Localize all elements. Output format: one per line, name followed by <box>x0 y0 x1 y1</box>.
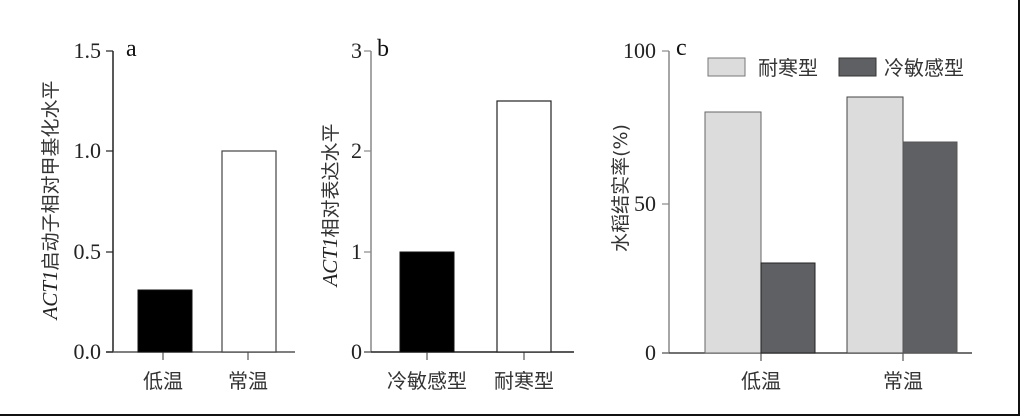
panel-c-ytick-2: 100 <box>623 38 656 63</box>
panel-b-category-cold-tolerant: 耐寒型 <box>494 369 554 393</box>
panel-b-bar-cold-sensitive <box>399 251 455 353</box>
panel-c-ytick-0: 0 <box>645 340 656 365</box>
panel-b-ytick-2: 2 <box>351 138 362 163</box>
panel-a-ytick-3: 1.5 <box>74 38 102 63</box>
panel-a-y-title: ACT1启动子相对甲基化水平 <box>38 80 62 321</box>
panel-a-bar-normal-temp <box>221 150 277 353</box>
panel-c-bar-normal-temp-cold-tolerant <box>846 96 904 354</box>
panel-b-ytick-0: 0 <box>351 339 362 364</box>
panel-c-ytick-1: 50 <box>634 191 656 216</box>
panel-a: 0.0 0.5 1.0 1.5 低温 常温 a ACT1启动子相对甲基化水平 <box>38 36 295 393</box>
panel-b-letter: b <box>377 36 389 62</box>
legend-swatch-cold-tolerant <box>707 57 746 77</box>
panel-c-category-normal-temp: 常温 <box>883 369 923 393</box>
panel-c-bar-low-temp-cold-sensitive <box>760 262 816 354</box>
panel-a-category-normal-temp: 常温 <box>228 369 268 393</box>
panel-c-letter: c <box>676 35 687 61</box>
panel-b-bar-cold-tolerant <box>496 100 552 353</box>
legend-swatch-cold-sensitive <box>838 57 877 77</box>
panel-c: 0 50 100 低温 常温 c 水稻结实率(%) 耐寒型 冷敏感型 <box>610 35 972 393</box>
panel-c-legend: 耐寒型 冷敏感型 <box>707 56 964 80</box>
panel-b-y-title: ACT1相对表达水平 <box>318 123 342 288</box>
panel-b-ytick-1: 1 <box>351 239 362 264</box>
panel-c-bar-low-temp-cold-tolerant <box>704 111 762 354</box>
panel-c-category-low-temp: 低温 <box>741 369 781 393</box>
panel-a-bar-low-temp <box>137 289 193 353</box>
panel-a-ytick-1: 0.5 <box>74 239 102 264</box>
panel-b-ytick-3: 3 <box>351 38 362 63</box>
panel-c-bar-normal-temp-cold-sensitive <box>902 141 958 354</box>
panel-b-category-cold-sensitive: 冷敏感型 <box>387 369 467 393</box>
panel-a-ytick-0: 0.0 <box>74 339 102 364</box>
legend-label-cold-tolerant: 耐寒型 <box>758 56 818 80</box>
panel-b: 0 1 2 3 冷敏感型 耐寒型 b ACT1相对表达水平 <box>318 36 574 393</box>
panel-a-letter: a <box>126 36 137 62</box>
panel-a-ytick-2: 1.0 <box>74 138 102 163</box>
panel-a-category-low-temp: 低温 <box>143 369 183 393</box>
legend-label-cold-sensitive: 冷敏感型 <box>884 56 964 80</box>
panel-c-y-title: 水稻结实率(%) <box>610 124 632 252</box>
